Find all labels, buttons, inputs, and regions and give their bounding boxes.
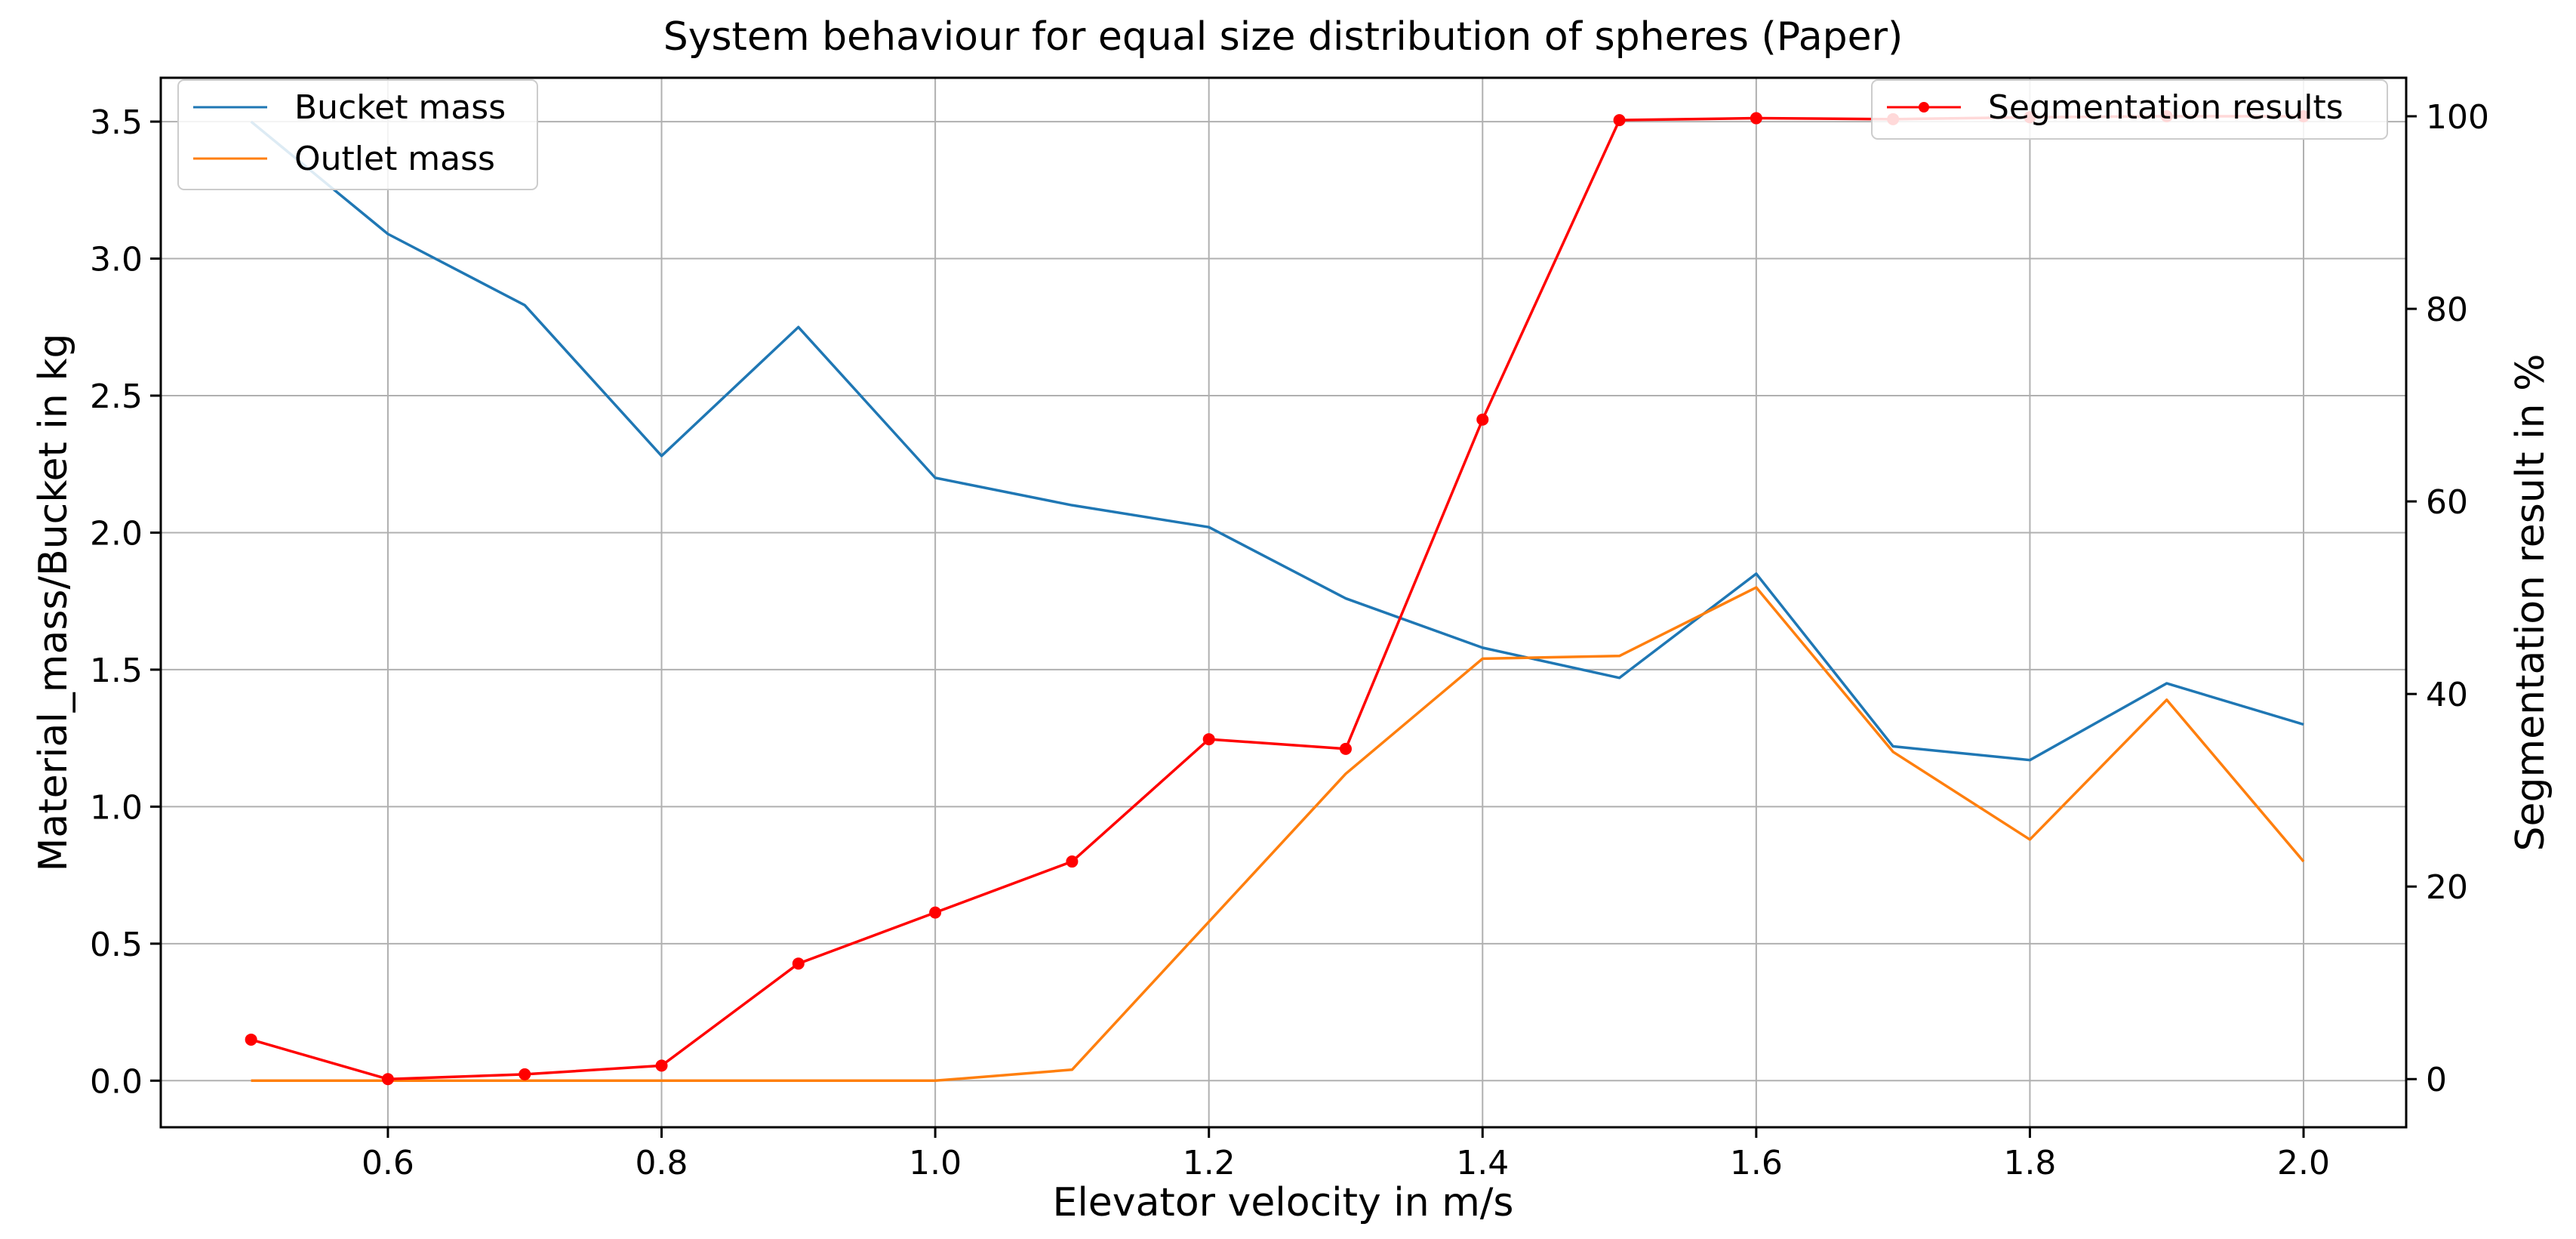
- y2-tick-label: 80: [2426, 291, 2468, 329]
- legend-label-outlet-mass: Outlet mass: [294, 140, 495, 178]
- x-tick-label: 0.8: [636, 1144, 688, 1182]
- series-line-outlet-mass: [251, 586, 2305, 1083]
- y-axis-right: 0 20 40 60 80 100: [2406, 98, 2489, 1099]
- y2-tick-label: 20: [2426, 868, 2468, 907]
- data-point-segmentation-results: [1066, 855, 1079, 868]
- y2-tick-label: 40: [2426, 676, 2468, 714]
- y-tick-label: 1.0: [90, 788, 143, 827]
- x-tick-label: 1.6: [1730, 1144, 1783, 1182]
- data-point-segmentation-results: [519, 1068, 531, 1080]
- y2-axis-title: Segmentation result in %: [2508, 354, 2553, 852]
- legend-left: Bucket mass Outlet mass: [177, 79, 538, 190]
- x-axis: 0.6 0.8 1.0 1.2 1.4 1.6 1.8 2.0: [362, 1127, 2330, 1182]
- series-line-bucket-mass: [250, 120, 2304, 762]
- y2-tick-label: 60: [2426, 483, 2468, 522]
- x-axis-title: Elevator velocity in m/s: [1053, 1180, 1514, 1225]
- plot-frame: [159, 76, 2408, 1129]
- y-tick-label: 2.5: [90, 378, 143, 416]
- x-tick-label: 1.0: [909, 1144, 962, 1182]
- x-tick-label: 0.6: [362, 1144, 414, 1182]
- y-tick-label: 2.0: [90, 514, 143, 553]
- chart-title: System behaviour for equal size distribu…: [663, 14, 1904, 60]
- legend-left-box: [177, 79, 538, 190]
- data-point-segmentation-results: [1613, 114, 1626, 127]
- data-point-segmentation-results: [655, 1059, 668, 1072]
- x-tick-label: 2.0: [2277, 1144, 2330, 1182]
- y-axis-left: 0.0 0.5 1.0 1.5 2.0 2.5 3.0 3.5: [90, 103, 161, 1101]
- y2-tick-label: 0: [2426, 1061, 2447, 1099]
- y-tick-label: 3.0: [90, 241, 143, 279]
- legend-label-segmentation-results: Segmentation results: [1988, 88, 2344, 127]
- y-tick-label: 3.5: [90, 103, 143, 142]
- y-axis-title: Material_mass/Bucket in kg: [31, 334, 76, 872]
- y-tick-label: 0.5: [90, 926, 143, 964]
- data-point-segmentation-results: [381, 1073, 394, 1086]
- x-tick-label: 1.4: [1456, 1144, 1509, 1182]
- x-tick-label: 1.2: [1183, 1144, 1236, 1182]
- x-tick-label: 1.8: [2003, 1144, 2056, 1182]
- y-tick-label: 0.0: [90, 1062, 143, 1101]
- data-point-segmentation-results: [1339, 742, 1352, 755]
- data-point-segmentation-results: [1476, 413, 1489, 426]
- legend-marker-segmentation-results: [1919, 102, 1929, 112]
- data-point-segmentation-results: [792, 957, 805, 970]
- y2-tick-label: 100: [2426, 98, 2489, 137]
- y-tick-label: 1.5: [90, 652, 143, 690]
- legend-right: Segmentation results: [1871, 79, 2388, 140]
- legend-label-bucket-mass: Bucket mass: [294, 88, 506, 127]
- data-point-segmentation-results: [1202, 733, 1215, 746]
- data-point-segmentation-results: [1750, 112, 1762, 125]
- data-point-segmentation-results: [245, 1033, 257, 1046]
- legend-right-box: [1871, 79, 2388, 140]
- data-point-segmentation-results: [929, 906, 942, 919]
